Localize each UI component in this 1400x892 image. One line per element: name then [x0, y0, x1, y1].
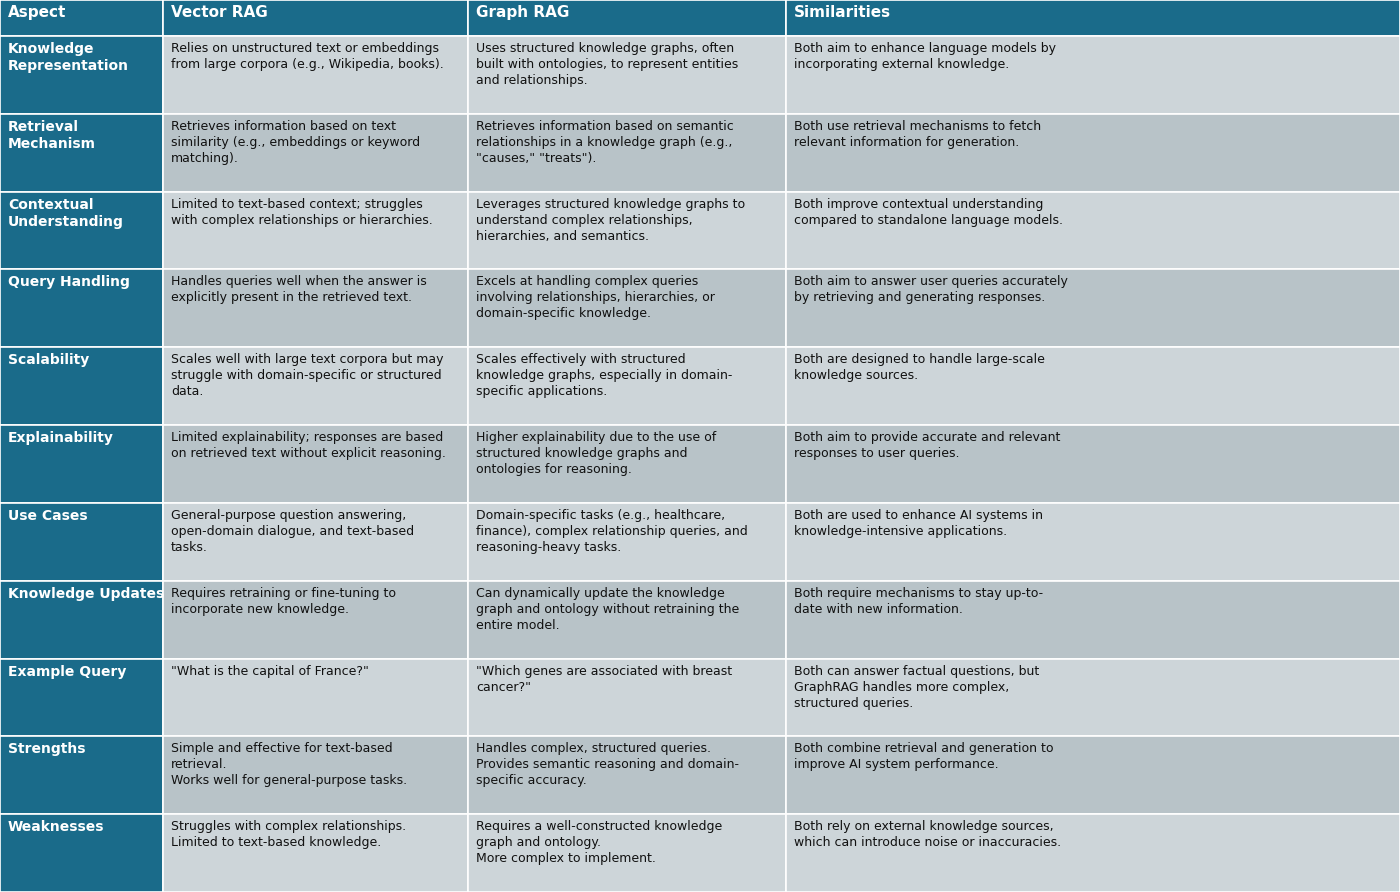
Bar — [785, 192, 1400, 269]
Bar — [162, 503, 468, 581]
Bar — [468, 581, 785, 658]
Text: Limited to text-based context; struggles
with complex relationships or hierarchi: Limited to text-based context; struggles… — [171, 198, 433, 227]
Bar — [162, 658, 468, 737]
Text: Both aim to provide accurate and relevant
responses to user queries.: Both aim to provide accurate and relevan… — [794, 431, 1060, 460]
Text: Can dynamically update the knowledge
graph and ontology without retraining the
e: Can dynamically update the knowledge gra… — [476, 587, 739, 632]
Bar — [162, 347, 468, 425]
Text: Scales well with large text corpora but may
struggle with domain-specific or str: Scales well with large text corpora but … — [171, 353, 444, 398]
Bar — [785, 737, 1400, 814]
Text: Handles complex, structured queries.
Provides semantic reasoning and domain-
spe: Handles complex, structured queries. Pro… — [476, 742, 739, 788]
Bar — [468, 192, 785, 269]
Bar — [468, 114, 785, 192]
Text: Similarities: Similarities — [794, 5, 892, 20]
Text: Both combine retrieval and generation to
improve AI system performance.: Both combine retrieval and generation to… — [794, 742, 1053, 772]
Text: Retrieves information based on semantic
relationships in a knowledge graph (e.g.: Retrieves information based on semantic … — [476, 120, 734, 165]
Text: Excels at handling complex queries
involving relationships, hierarchies, or
doma: Excels at handling complex queries invol… — [476, 276, 715, 320]
Text: Both rely on external knowledge sources,
which can introduce noise or inaccuraci: Both rely on external knowledge sources,… — [794, 820, 1061, 849]
Bar — [468, 737, 785, 814]
Text: Explainability: Explainability — [8, 431, 113, 445]
Bar — [785, 503, 1400, 581]
Text: Both aim to answer user queries accurately
by retrieving and generating response: Both aim to answer user queries accurate… — [794, 276, 1068, 304]
Text: Higher explainability due to the use of
structured knowledge graphs and
ontologi: Higher explainability due to the use of … — [476, 431, 717, 476]
Bar — [0, 0, 162, 36]
Bar — [162, 114, 468, 192]
Bar — [0, 581, 162, 658]
Text: Query Handling: Query Handling — [8, 276, 130, 290]
Bar — [162, 192, 468, 269]
Text: Handles queries well when the answer is
explicitly present in the retrieved text: Handles queries well when the answer is … — [171, 276, 427, 304]
Bar — [785, 658, 1400, 737]
Text: Knowledge
Representation: Knowledge Representation — [8, 42, 129, 73]
Bar — [468, 36, 785, 114]
Bar — [0, 658, 162, 737]
Bar — [468, 425, 785, 503]
Text: Graph RAG: Graph RAG — [476, 5, 570, 20]
Bar — [785, 0, 1400, 36]
Text: Strengths: Strengths — [8, 742, 85, 756]
Text: Both are used to enhance AI systems in
knowledge-intensive applications.: Both are used to enhance AI systems in k… — [794, 509, 1043, 538]
Bar — [162, 814, 468, 892]
Bar — [468, 658, 785, 737]
Bar — [0, 36, 162, 114]
Bar — [0, 114, 162, 192]
Bar — [785, 36, 1400, 114]
Text: Knowledge Updates: Knowledge Updates — [8, 587, 164, 600]
Text: General-purpose question answering,
open-domain dialogue, and text-based
tasks.: General-purpose question answering, open… — [171, 509, 414, 554]
Bar — [0, 503, 162, 581]
Text: Both use retrieval mechanisms to fetch
relevant information for generation.: Both use retrieval mechanisms to fetch r… — [794, 120, 1042, 149]
Bar — [162, 269, 468, 347]
Text: Uses structured knowledge graphs, often
built with ontologies, to represent enti: Uses structured knowledge graphs, often … — [476, 42, 738, 87]
Bar — [785, 814, 1400, 892]
Bar — [468, 503, 785, 581]
Text: Contextual
Understanding: Contextual Understanding — [8, 198, 123, 229]
Bar — [0, 269, 162, 347]
Text: Both improve contextual understanding
compared to standalone language models.: Both improve contextual understanding co… — [794, 198, 1063, 227]
Text: Scalability: Scalability — [8, 353, 90, 368]
Text: Limited explainability; responses are based
on retrieved text without explicit r: Limited explainability; responses are ba… — [171, 431, 445, 460]
Bar — [0, 737, 162, 814]
Bar — [162, 425, 468, 503]
Bar — [785, 269, 1400, 347]
Bar — [468, 347, 785, 425]
Bar — [0, 814, 162, 892]
Bar — [468, 269, 785, 347]
Bar — [0, 425, 162, 503]
Bar — [0, 347, 162, 425]
Bar — [162, 36, 468, 114]
Text: Simple and effective for text-based
retrieval.
Works well for general-purpose ta: Simple and effective for text-based retr… — [171, 742, 407, 788]
Bar — [162, 0, 468, 36]
Text: Requires a well-constructed knowledge
graph and ontology.
More complex to implem: Requires a well-constructed knowledge gr… — [476, 820, 722, 865]
Bar — [468, 0, 785, 36]
Text: Vector RAG: Vector RAG — [171, 5, 267, 20]
Text: Domain-specific tasks (e.g., healthcare,
finance), complex relationship queries,: Domain-specific tasks (e.g., healthcare,… — [476, 509, 748, 554]
Text: Example Query: Example Query — [8, 665, 126, 679]
Text: "What is the capital of France?": "What is the capital of France?" — [171, 665, 368, 678]
Text: Aspect: Aspect — [8, 5, 66, 20]
Bar — [785, 581, 1400, 658]
Text: Retrieves information based on text
similarity (e.g., embeddings or keyword
matc: Retrieves information based on text simi… — [171, 120, 420, 165]
Bar — [0, 192, 162, 269]
Text: Weaknesses: Weaknesses — [8, 820, 105, 834]
Bar — [162, 581, 468, 658]
Bar — [785, 347, 1400, 425]
Text: Requires retraining or fine-tuning to
incorporate new knowledge.: Requires retraining or fine-tuning to in… — [171, 587, 396, 615]
Bar — [785, 425, 1400, 503]
Text: Scales effectively with structured
knowledge graphs, especially in domain-
speci: Scales effectively with structured knowl… — [476, 353, 732, 398]
Text: Both are designed to handle large-scale
knowledge sources.: Both are designed to handle large-scale … — [794, 353, 1044, 383]
Text: Relies on unstructured text or embeddings
from large corpora (e.g., Wikipedia, b: Relies on unstructured text or embedding… — [171, 42, 444, 71]
Text: Both can answer factual questions, but
GraphRAG handles more complex,
structured: Both can answer factual questions, but G… — [794, 665, 1039, 709]
Text: Leverages structured knowledge graphs to
understand complex relationships,
hiera: Leverages structured knowledge graphs to… — [476, 198, 745, 243]
Text: Both aim to enhance language models by
incorporating external knowledge.: Both aim to enhance language models by i… — [794, 42, 1056, 71]
Bar — [785, 114, 1400, 192]
Text: Use Cases: Use Cases — [8, 509, 88, 523]
Bar — [468, 814, 785, 892]
Text: Retrieval
Mechanism: Retrieval Mechanism — [8, 120, 97, 151]
Text: "Which genes are associated with breast
cancer?": "Which genes are associated with breast … — [476, 665, 732, 694]
Text: Both require mechanisms to stay up-to-
date with new information.: Both require mechanisms to stay up-to- d… — [794, 587, 1043, 615]
Bar — [162, 737, 468, 814]
Text: Struggles with complex relationships.
Limited to text-based knowledge.: Struggles with complex relationships. Li… — [171, 820, 406, 849]
